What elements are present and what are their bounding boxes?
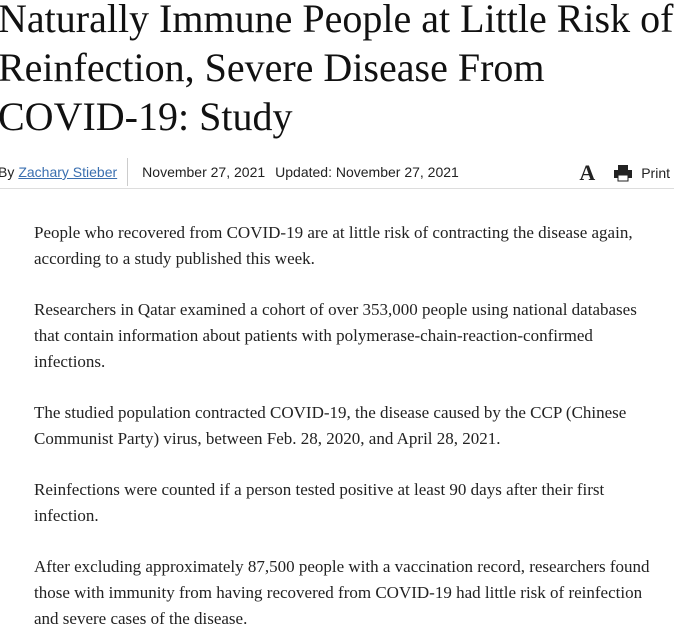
paragraph: The studied population contracted COVID-… — [34, 403, 627, 448]
print-label: Print — [641, 165, 670, 181]
separator — [127, 158, 129, 186]
paragraph: Reinfections were counted if a person te… — [34, 480, 605, 525]
paragraph: Researchers in Qatar examined a cohort o… — [34, 300, 637, 371]
print-button[interactable]: Print — [613, 164, 670, 182]
date: November 27, 2021 — [142, 164, 266, 180]
title: Naturally Immune People at Little Risk o… — [0, 0, 674, 139]
print-icon — [614, 165, 633, 182]
updated: Updated: November 27, 2021 — [275, 164, 459, 180]
author-link[interactable]: Zachary Stieber — [18, 164, 118, 180]
article-body: People who recovered from COVID-19 are a… — [34, 220, 654, 635]
byline: By Zachary Stieber November 27, 2021 Upd… — [0, 156, 674, 189]
paragraph: People who recovered from COVID-19 are a… — [34, 223, 633, 268]
by: By — [0, 164, 15, 180]
paragraph: After excluding approximately 87,500 peo… — [34, 557, 650, 628]
tools: A Print — [579, 160, 670, 186]
font-size-button[interactable]: A — [579, 160, 596, 185]
